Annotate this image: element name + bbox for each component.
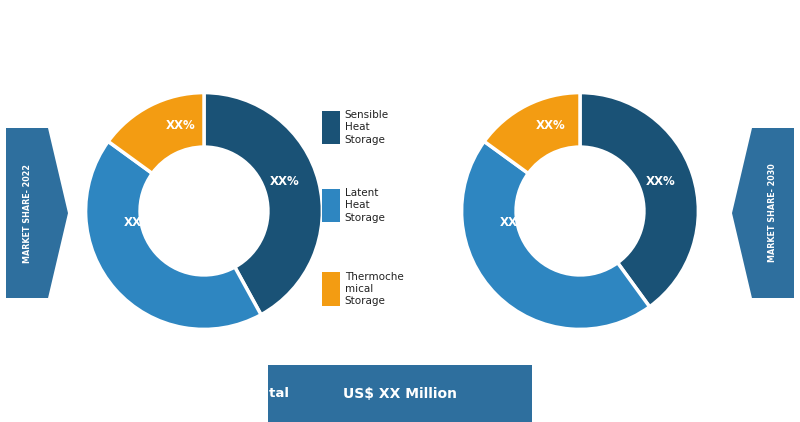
Text: XX%: XX% bbox=[720, 384, 773, 403]
Bar bbox=[41, 393, 48, 417]
Wedge shape bbox=[108, 92, 204, 173]
Wedge shape bbox=[484, 92, 580, 173]
Text: XX%: XX% bbox=[500, 216, 530, 229]
Text: MARKET SHARE- 2030: MARKET SHARE- 2030 bbox=[768, 164, 778, 262]
Text: Latent
Heat
Storage: Latent Heat Storage bbox=[345, 188, 386, 223]
Text: Incremental Growth- Digital: Incremental Growth- Digital bbox=[80, 387, 289, 400]
Bar bbox=[30, 386, 38, 417]
Bar bbox=[322, 272, 340, 306]
Wedge shape bbox=[580, 92, 698, 307]
Bar bbox=[51, 376, 58, 417]
Text: MARKET BY TECHNOLOGY: MARKET BY TECHNOLOGY bbox=[92, 19, 432, 43]
Wedge shape bbox=[462, 141, 650, 330]
Wedge shape bbox=[86, 141, 261, 330]
Bar bbox=[20, 400, 27, 417]
Text: XX%: XX% bbox=[535, 119, 566, 132]
Text: Sensible
Heat
Storage: Sensible Heat Storage bbox=[345, 110, 389, 145]
Bar bbox=[752, 128, 794, 298]
Text: US$ XX Million: US$ XX Million bbox=[343, 387, 457, 400]
Bar bbox=[268, 365, 532, 422]
Text: Thermoche
mical
Storage: Thermoche mical Storage bbox=[345, 272, 403, 306]
Text: XX%: XX% bbox=[166, 119, 195, 132]
Text: MARKET SHARE- 2022: MARKET SHARE- 2022 bbox=[22, 164, 32, 262]
Text: XX%: XX% bbox=[270, 175, 299, 188]
Polygon shape bbox=[732, 128, 752, 298]
Text: CAGR (2022-2030): CAGR (2022-2030) bbox=[608, 389, 699, 398]
Bar bbox=[322, 189, 340, 222]
Wedge shape bbox=[204, 92, 322, 315]
Bar bbox=[322, 111, 340, 144]
Polygon shape bbox=[48, 128, 68, 298]
Text: XX%: XX% bbox=[124, 216, 154, 229]
Bar bbox=[6, 128, 48, 298]
Text: XX%: XX% bbox=[646, 175, 675, 188]
